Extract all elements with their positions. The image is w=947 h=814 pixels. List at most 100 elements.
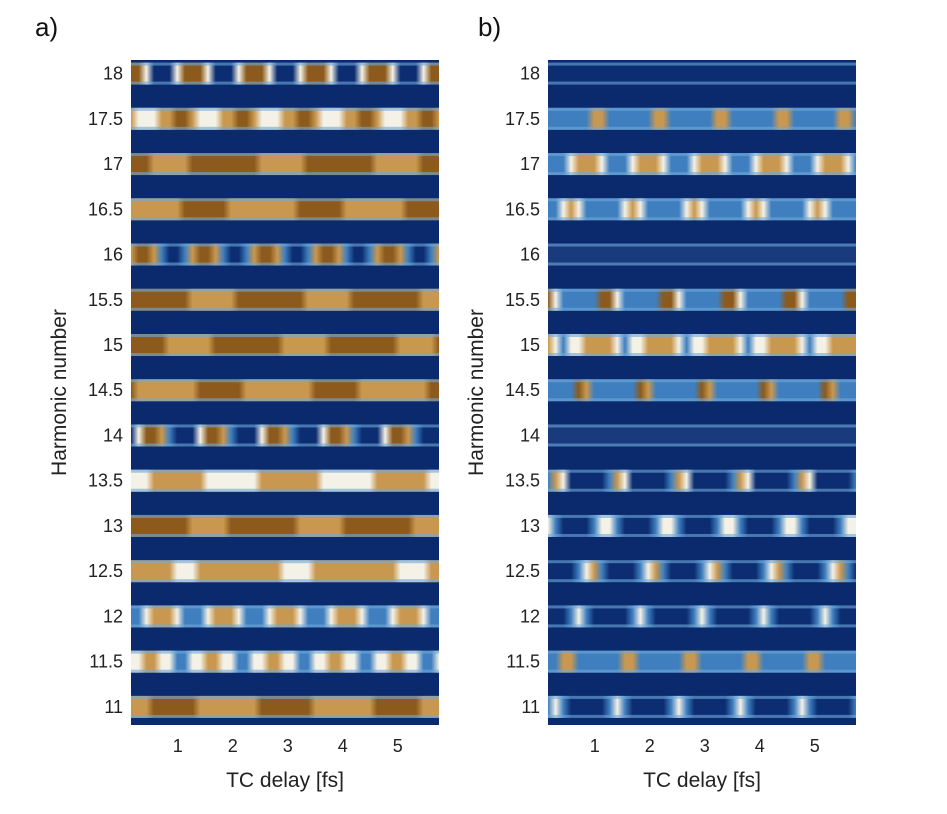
panel-label: b) [478,12,501,42]
x-tick-label: 3 [283,736,293,756]
y-tick-label: 11.5 [506,652,540,672]
x-axis-label: TC delay [fs] [226,769,344,792]
panel-label: a) [35,12,58,42]
y-tick-label: 11.5 [89,652,123,672]
y-tick-label: 11 [104,697,123,717]
strip-edge-bottom [131,217,439,221]
y-tick-label: 17.5 [505,109,540,129]
harmonic-strip-18 [131,62,439,85]
strip-edge-bottom [131,262,439,266]
strip-edge-bottom [131,353,439,356]
y-tick-label: 13.5 [88,471,123,491]
harmonic-strip-12 [131,605,439,628]
harmonic-strip-17 [548,153,856,176]
strip-edge-bottom [548,126,856,130]
y-axis-label: Harmonic number [465,309,488,476]
harmonic-strip-13 [131,514,439,537]
harmonic-strip-13-5 [131,469,439,492]
strip-edge-top [548,243,856,247]
y-tick-label: 17.5 [88,109,123,129]
y-tick-label: 15 [103,335,123,355]
y-tick-label: 15.5 [505,290,540,310]
strip-edge-top [131,560,439,564]
strip-edge-bottom [548,217,856,221]
strip-edge-top [548,288,856,292]
strip-edge-top [131,379,439,383]
strip-edge-bottom [131,307,439,311]
harmonic-strip-17 [131,153,439,176]
y-tick-label: 14.5 [505,380,540,400]
harmonic-strip-17-5 [131,107,439,130]
strip-edge-bottom [548,533,856,537]
strip-edge-top [548,650,856,654]
strip-edge-top [548,334,856,337]
y-tick-label: 13.5 [505,471,540,491]
harmonic-strip-16-5 [131,198,439,221]
strip-edge-bottom [131,398,439,402]
strip-edge-top [131,198,439,202]
strip-edge-bottom [131,488,439,492]
y-axis-label: Harmonic number [48,309,71,476]
strip-edge-bottom [548,624,856,628]
harmonic-strip-17-5 [548,107,856,130]
strip-edge-top [548,107,856,111]
y-tick-label: 12.5 [88,561,123,581]
strip-edge-top [131,243,439,247]
harmonic-strip-16 [131,243,439,266]
x-axis-label: TC delay [fs] [643,769,761,792]
y-tick-label: 16.5 [88,199,123,219]
harmonic-strip-16 [548,243,856,266]
y-tick-label: 12 [520,606,540,626]
y-tick-label: 16.5 [505,199,540,219]
strip-edge-top [548,379,856,383]
y-tick-label: 12.5 [505,561,540,581]
strip-edge-top [548,62,856,66]
harmonic-strip-13 [548,514,856,537]
harmonic-strip-18 [548,62,856,85]
harmonic-strip-11-5 [131,650,439,673]
y-tick-label: 15 [520,335,540,355]
strip-edge-top [131,469,439,473]
y-tick-label: 14 [520,425,540,445]
panel-b: b)1111.51212.51313.51414.51515.51616.517… [465,12,856,792]
strip-edge-bottom [548,443,856,447]
y-tick-label: 15.5 [88,290,123,310]
strip-edge-top [548,695,856,699]
harmonic-strip-14-5 [548,379,856,402]
strip-edge-top [548,560,856,564]
strip-edge-top [548,469,856,473]
strip-edge-top [548,153,856,157]
strip-edge-bottom [131,126,439,130]
strip-edge-top [131,107,439,111]
harmonic-strip-11 [131,695,439,718]
strip-edge-top [548,605,856,609]
y-tick-label: 17 [103,154,123,174]
strip-edge-top [131,62,439,66]
y-tick-label: 11 [521,697,540,717]
harmonic-strip-15 [548,334,856,356]
strip-edge-bottom [548,353,856,356]
strip-edge-bottom [131,579,439,583]
x-tick-label: 5 [393,736,403,756]
y-tick-label: 16 [103,245,123,265]
strip-edge-bottom [548,579,856,583]
y-tick-label: 17 [520,154,540,174]
strip-edge-top [131,514,439,518]
strip-edge-bottom [131,172,439,176]
harmonic-strip-14 [131,424,439,447]
panel-a: a)1111.51212.51313.51414.51515.51616.517… [35,12,439,792]
strip-edge-bottom [131,443,439,447]
strip-edge-bottom [131,624,439,628]
y-tick-label: 14.5 [88,380,123,400]
harmonic-strip-14-5 [131,379,439,402]
strip-edge-top [131,153,439,157]
y-tick-label: 12 [103,606,123,626]
y-tick-label: 18 [520,64,540,84]
strip-edge-top [131,424,439,428]
strip-edge-bottom [548,172,856,176]
harmonic-strip-15-5 [548,288,856,311]
x-tick-label: 2 [645,736,655,756]
strip-edge-top [131,288,439,292]
strip-edge-top [548,514,856,518]
